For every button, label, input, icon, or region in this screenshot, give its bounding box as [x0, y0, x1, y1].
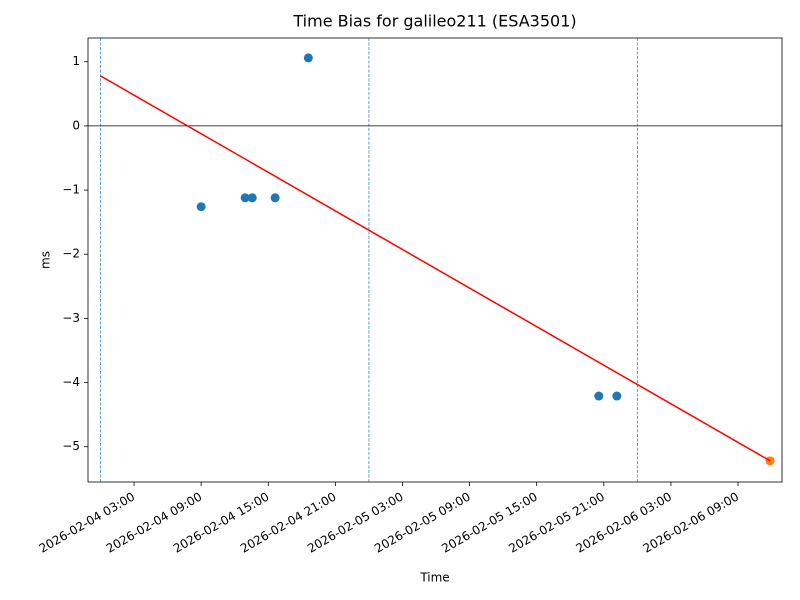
plot-frame	[87, 37, 783, 483]
y-tick-label: 1	[72, 54, 80, 68]
y-tick-label: 0	[72, 118, 80, 132]
y-tick-label: −1	[62, 183, 80, 197]
fit-line	[100, 75, 771, 462]
x-axis-label: Time	[419, 571, 449, 585]
data-point	[303, 53, 313, 63]
y-tick-label: −5	[62, 439, 80, 453]
chart-title: Time Bias for galileo211 (ESA3501)	[292, 12, 576, 31]
data-point	[240, 193, 250, 203]
y-tick-label: −4	[62, 375, 80, 389]
y-tick-label: −2	[62, 247, 80, 261]
data-point	[594, 391, 604, 401]
data-point	[196, 202, 206, 212]
y-axis-label: ms	[39, 251, 53, 269]
data-point	[247, 193, 257, 203]
y-tick-label: −3	[62, 311, 80, 325]
data-point	[270, 193, 280, 203]
data-point	[612, 391, 622, 401]
